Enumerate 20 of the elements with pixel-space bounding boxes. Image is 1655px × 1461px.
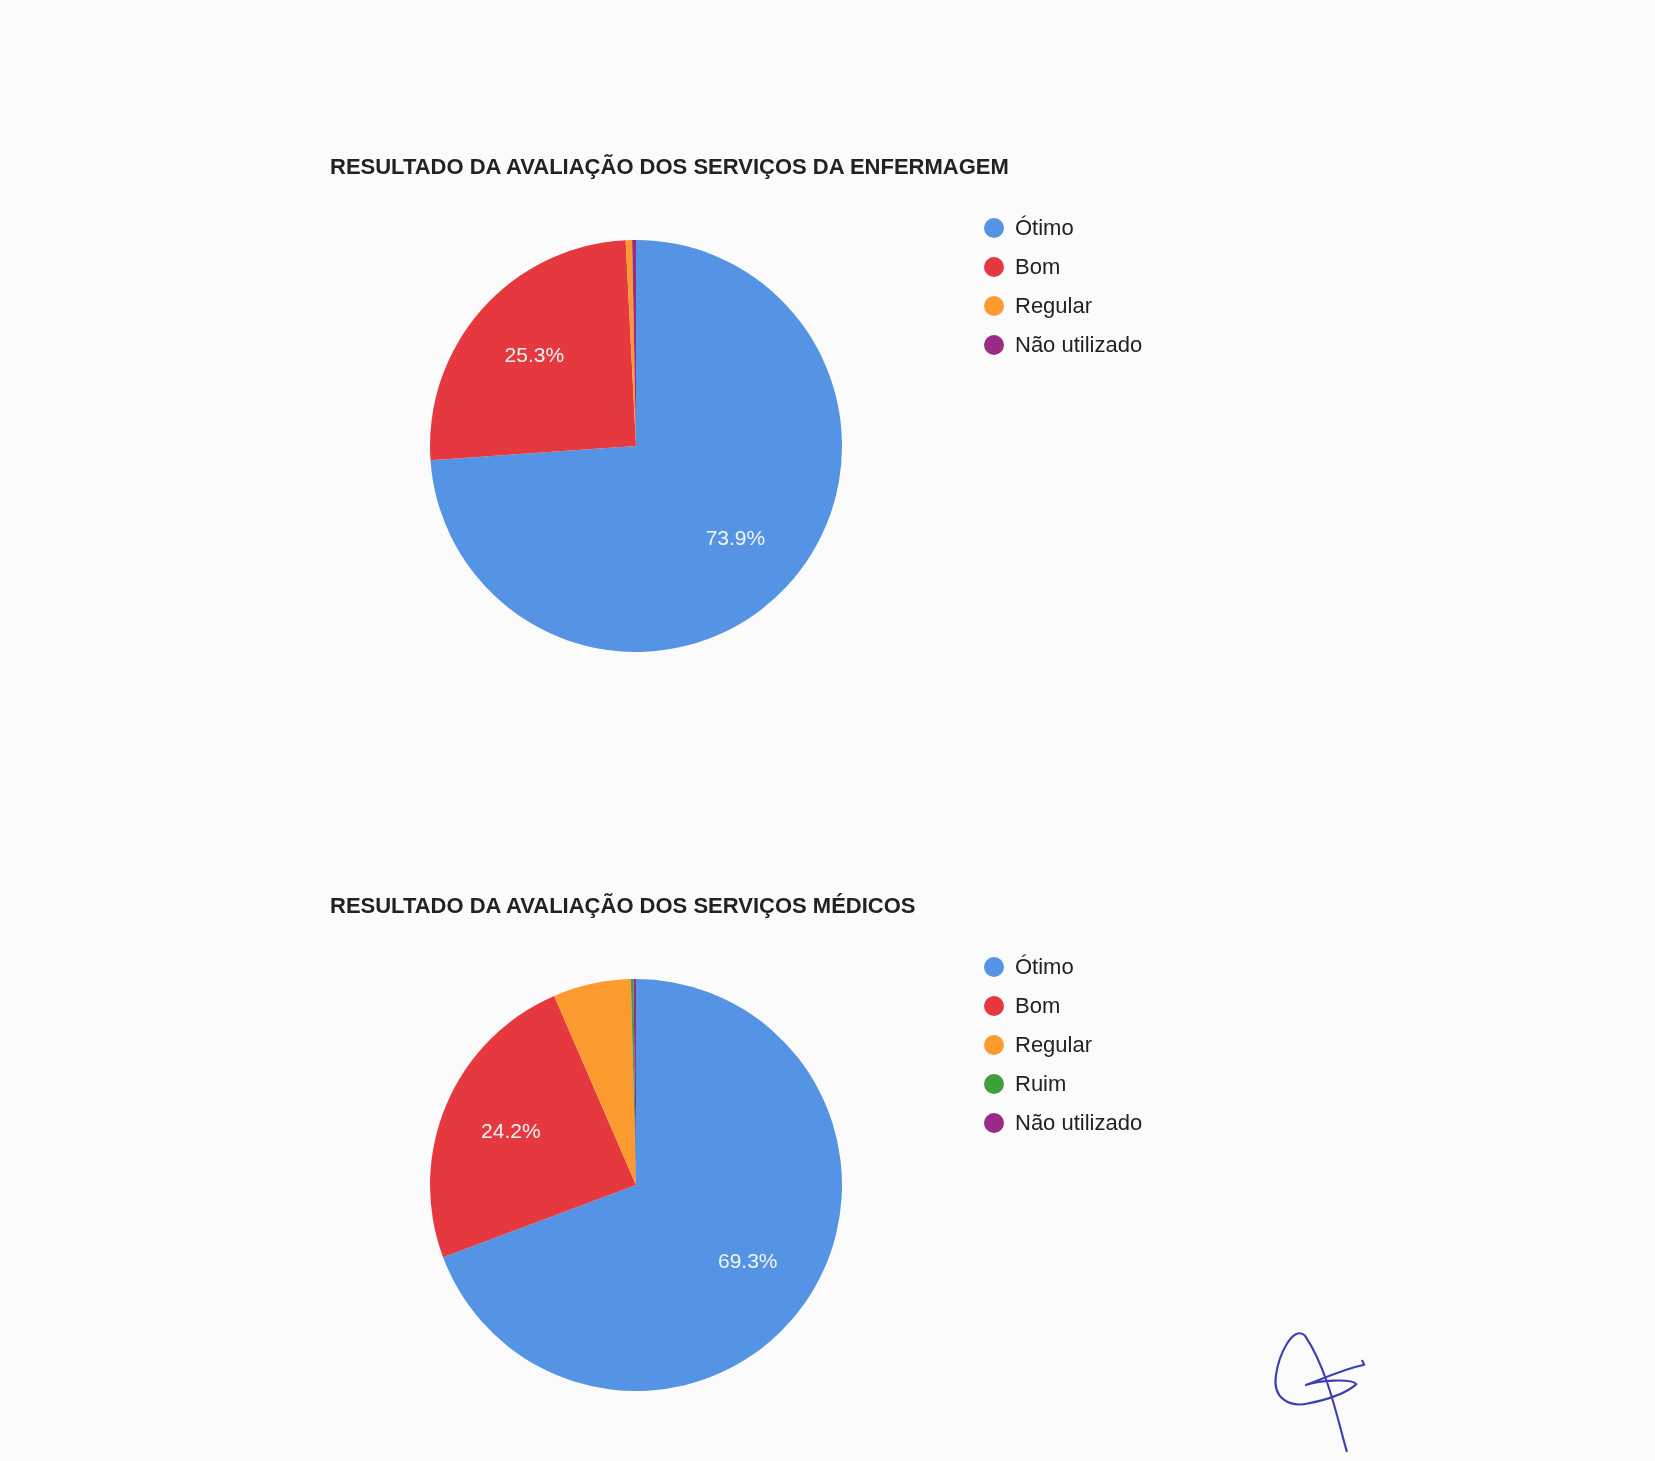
legend-label: Ruim xyxy=(1015,1071,1067,1096)
chart-title: RESULTADO DA AVALIAÇÃO DOS SERVIÇOS DA ENFERMAGEM xyxy=(330,154,1009,179)
data-label: 25.3% xyxy=(504,342,565,366)
pie-slice xyxy=(430,240,842,652)
legend-label: Bom xyxy=(1015,254,1061,279)
legend-label: Ótimo xyxy=(1015,954,1074,979)
pie-slice xyxy=(430,240,636,461)
chart-title: RESULTADO DA AVALIAÇÃO DOS SERVIÇOS MÉDICOS xyxy=(330,893,916,918)
pie-slice xyxy=(554,979,636,1185)
pie-slice xyxy=(430,995,636,1258)
legend-label: Regular xyxy=(1015,1032,1093,1057)
legend-label: Regular xyxy=(1015,293,1093,318)
legend-label: Ótimo xyxy=(1015,215,1074,240)
legend-label: Não utilizado xyxy=(1015,332,1143,357)
data-label: 69.3% xyxy=(717,1249,778,1273)
legend-label: Não utilizado xyxy=(1015,1110,1143,1135)
pie-slice xyxy=(443,979,842,1391)
data-label: 24.2% xyxy=(481,1118,541,1142)
legend-label: Bom xyxy=(1015,993,1061,1018)
data-label: 73.9% xyxy=(705,525,766,549)
